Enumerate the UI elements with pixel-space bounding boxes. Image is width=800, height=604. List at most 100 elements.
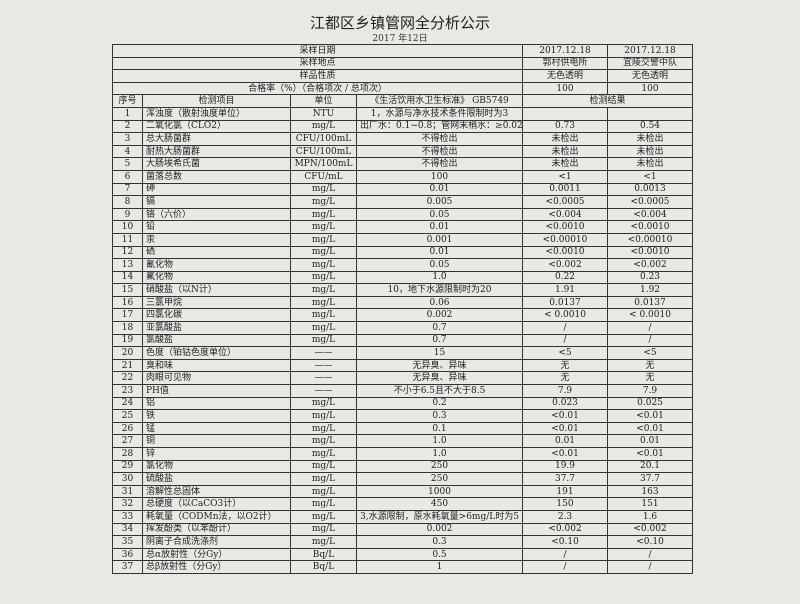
- data-row: 16 三氯甲烷 mg/L 0.06 0.0137 0.0137: [112, 295, 694, 310]
- row-number: 6: [112, 169, 143, 184]
- item: 镉: [142, 195, 291, 209]
- row-number: 14: [112, 270, 143, 285]
- unit: mg/L: [290, 182, 357, 197]
- data-row: 23 PH值 —— 不小于6.5且不大于8.5 7.9 7.9: [112, 384, 694, 398]
- item: 四氯化碳: [142, 308, 291, 323]
- item: 菌落总数: [142, 169, 291, 184]
- data-row: 28 锌 mg/L 1.0 <0.01 <0.01: [112, 447, 694, 461]
- result: 未检出: [522, 144, 609, 159]
- standard: 0.3: [355, 409, 524, 423]
- standard: 0.2: [355, 396, 524, 411]
- item: 色度（铂钴色度单位）: [142, 346, 291, 360]
- result: <1: [607, 169, 694, 184]
- item: 耗氧量（CODMn法，以O2计）: [142, 509, 291, 524]
- standard: 0.06: [355, 295, 524, 310]
- result: 1.91: [522, 283, 609, 297]
- row-number: 2: [112, 119, 143, 134]
- standard: 1: [355, 560, 524, 574]
- item: 浑浊度（散射浊度单位）: [142, 106, 291, 121]
- unit: mg/L: [290, 207, 357, 222]
- result: 0.023: [522, 396, 609, 411]
- column-header: 检测结果: [522, 94, 694, 108]
- row-number: 5: [112, 157, 143, 171]
- result: <0.0010: [607, 245, 694, 260]
- row-number: 35: [112, 535, 143, 549]
- row-number: 20: [112, 346, 143, 360]
- data-row: 17 四氯化碳 mg/L 0.002 < 0.0010 < 0.0010: [112, 308, 694, 323]
- result: 0.0011: [522, 182, 609, 197]
- data-row: 12 硒 mg/L 0.01 <0.0010 <0.0010: [112, 245, 694, 260]
- results-table: 采样日期 2017.12.18 2017.12.18 采样地点 郭村供电所 宜陵交警中队样…: [111, 44, 694, 574]
- result: 150: [522, 497, 609, 511]
- result: /: [522, 560, 609, 574]
- data-row: 9 铬（六价） mg/L 0.05 <0.004 <0.004: [112, 207, 694, 222]
- unit: Bq/L: [290, 547, 357, 562]
- result: < 0.0010: [522, 308, 609, 323]
- item: 硫酸盐: [142, 472, 291, 486]
- data-row: 24 铝 mg/L 0.2 0.023 0.025: [112, 396, 694, 411]
- result: <0.002: [522, 258, 609, 272]
- info-value: 无色透明: [607, 69, 694, 83]
- result: 未检出: [607, 144, 694, 159]
- result: <0.0005: [607, 195, 694, 209]
- result: 2.3: [522, 509, 609, 524]
- info-row: 样品性质 无色透明 无色透明: [111, 69, 694, 83]
- item: 锌: [142, 447, 291, 461]
- column-header: 单位: [290, 94, 357, 108]
- result: /: [522, 333, 609, 348]
- result: <0.01: [607, 447, 694, 461]
- subtitle: 2017 年12日: [372, 34, 428, 44]
- data-row: 32 总硬度（以CaCO3计） mg/L 450 150 151: [112, 497, 694, 511]
- result: <0.10: [522, 535, 609, 549]
- result: <5: [607, 346, 694, 360]
- result: <0.00010: [522, 232, 609, 247]
- unit: mg/L: [290, 283, 357, 297]
- unit: mg/L: [290, 535, 357, 549]
- item: 亚氯酸盐: [142, 321, 291, 335]
- column-header: 《生活饮用水卫生标准》 GB5749: [355, 94, 524, 108]
- standard: 0.7: [355, 333, 524, 348]
- result: <0.002: [607, 258, 694, 272]
- row-number: 11: [112, 232, 143, 247]
- result: <0.002: [522, 522, 609, 537]
- unit: mg/L: [290, 447, 357, 461]
- standard: 0.01: [355, 220, 524, 234]
- info-label: 采样日期: [111, 44, 524, 58]
- data-row: 6 菌落总数 CFU/mL 100 <1 <1: [112, 169, 694, 184]
- item: 溶解性总固体: [142, 484, 291, 499]
- data-row: 10 铅 mg/L 0.01 <0.0010 <0.0010: [112, 220, 694, 234]
- item: 氯化物: [142, 459, 291, 474]
- result: <5: [522, 346, 609, 360]
- unit: mg/L: [290, 270, 357, 285]
- result: 无: [522, 358, 609, 373]
- row-number: 29: [112, 459, 143, 474]
- data-row: 26 锰 mg/L 0.1 <0.01 <0.01: [112, 421, 694, 436]
- unit: mg/L: [290, 509, 357, 524]
- result: [522, 106, 609, 121]
- result: 无: [607, 371, 694, 386]
- standard: 0.1: [355, 421, 524, 436]
- standard: 不得检出: [355, 132, 524, 146]
- data-row: 22 肉眼可见物 —— 无异臭、异味无无: [112, 371, 694, 386]
- unit: ——: [290, 358, 357, 373]
- unit: mg/L: [290, 258, 357, 272]
- row-number: 9: [112, 207, 143, 222]
- title: 江都区乡镇管网全分析公示: [309, 14, 490, 32]
- result: 0.0137: [522, 295, 609, 310]
- item: 三氯甲烷: [142, 295, 291, 310]
- column-header: 检测项目: [142, 94, 291, 108]
- result: <0.002: [607, 522, 694, 537]
- result: 0.0137: [607, 295, 694, 310]
- result: [607, 106, 694, 121]
- unit: ——: [290, 384, 357, 398]
- unit: mg/L: [290, 421, 357, 436]
- result: /: [607, 560, 694, 574]
- result: 无: [522, 371, 609, 386]
- row-number: 12: [112, 245, 143, 260]
- item: 臭和味: [142, 358, 291, 373]
- data-row: 21 臭和味 —— 无异臭、异味无无: [112, 358, 694, 373]
- data-row: 11 汞 mg/L 0.001 <0.00010 <0.00010: [112, 232, 694, 247]
- row-number: 32: [112, 497, 143, 511]
- item: 挥发酚类（以苯酚计）: [142, 522, 291, 537]
